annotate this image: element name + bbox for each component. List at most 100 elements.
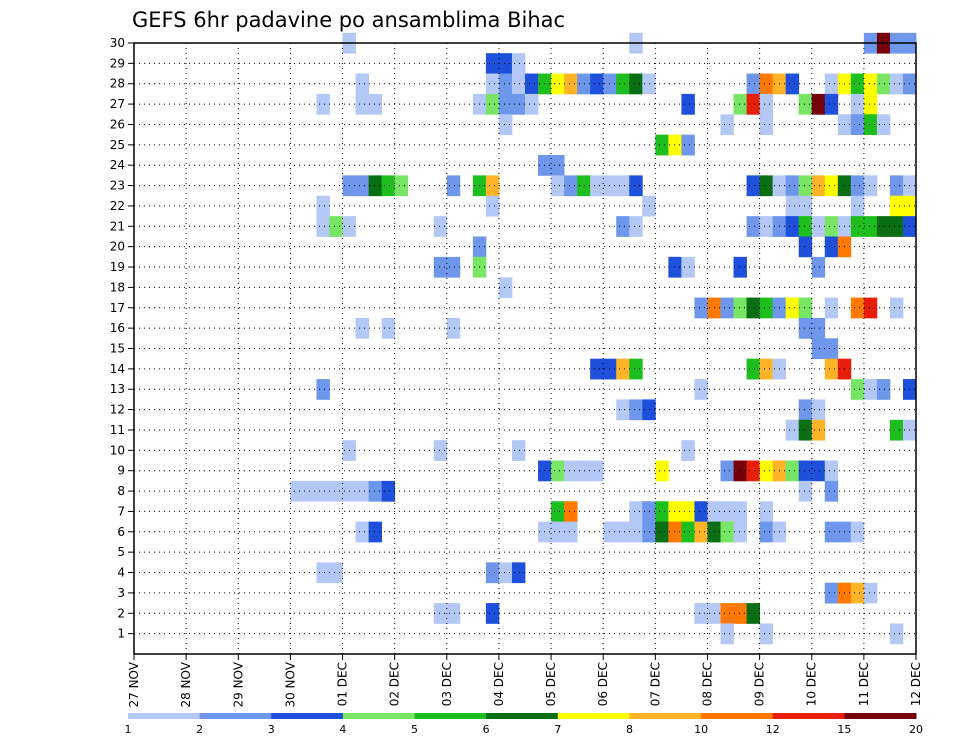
y-tick-label: 1 [117, 627, 125, 641]
precip-cell [616, 216, 630, 237]
precip-cell [759, 623, 774, 645]
precip-cell [511, 440, 526, 461]
precip-cell [590, 73, 604, 95]
x-tick-label: 04 DEC [492, 662, 506, 706]
colorbar-swatch [199, 713, 272, 719]
y-tick-label: 29 [110, 56, 125, 70]
precip-cell [863, 582, 878, 604]
precip-cell [785, 73, 800, 95]
colorbar-swatch [486, 713, 559, 719]
y-tick-label: 27 [110, 97, 125, 111]
precip-cell [720, 521, 734, 543]
precip-cell [446, 603, 461, 624]
precip-cell [733, 501, 747, 523]
precip-cell [681, 501, 695, 523]
precip-cell [433, 603, 448, 624]
precip-cell [811, 256, 826, 278]
precip-cell [446, 317, 461, 339]
precip-cell [668, 256, 682, 278]
precip-cell [850, 114, 865, 136]
precip-cell [811, 216, 826, 237]
precip-cell [824, 236, 839, 258]
x-tick-label: 09 DEC [753, 662, 767, 706]
precip-cell [759, 216, 774, 237]
precip-cell [850, 216, 865, 237]
colorbar-swatch [342, 713, 416, 719]
precip-cell [863, 216, 878, 237]
precip-cell [746, 216, 760, 237]
precip-cell [694, 521, 708, 543]
precip-cell [381, 317, 396, 339]
precip-cell [850, 379, 865, 400]
precip-cell [824, 175, 839, 197]
y-tick-label: 16 [110, 321, 125, 335]
precip-cell [564, 175, 578, 197]
precip-cell [498, 277, 513, 298]
precip-cell [681, 256, 695, 278]
precip-cell [694, 297, 708, 319]
precip-cell [863, 297, 878, 319]
precip-cell [316, 93, 330, 115]
precip-cell [355, 73, 369, 95]
precip-cell [824, 93, 839, 115]
precip-cell [668, 134, 682, 156]
precip-cell [590, 460, 604, 482]
precip-cell [368, 480, 383, 502]
precip-cell [629, 216, 643, 237]
precip-cell [759, 460, 774, 482]
precip-cell [785, 460, 800, 482]
precip-cell [368, 93, 383, 115]
precip-cell [564, 521, 578, 543]
precip-cell [551, 501, 565, 523]
precip-cell [850, 521, 865, 543]
precip-cell [785, 216, 800, 237]
precip-cell [498, 53, 513, 74]
y-tick-label: 4 [117, 566, 125, 580]
precip-cell [720, 623, 734, 645]
precip-cell [655, 501, 669, 523]
colorbar-label: 1 [125, 723, 132, 736]
precip-cell [876, 216, 891, 237]
precip-cell [746, 93, 760, 115]
y-tick-label: 7 [117, 504, 125, 518]
x-tick-label: 28 NOV [179, 661, 193, 707]
precip-cell [824, 297, 839, 319]
precip-cell [316, 216, 330, 237]
precip-cell [551, 73, 565, 95]
precip-cell [616, 175, 630, 197]
precip-cell [733, 93, 747, 115]
precip-cell [629, 501, 643, 523]
precip-cell [746, 603, 760, 624]
precip-cell [889, 175, 904, 197]
colorbar-label: 8 [626, 723, 633, 736]
precip-cell [629, 175, 643, 197]
precip-cell [798, 480, 813, 502]
precip-cell [668, 521, 682, 543]
precip-cell [863, 114, 878, 136]
colorbar-label: 20 [909, 723, 923, 736]
chart-title: GEFS 6hr padavine po ansamblima Bihac [132, 8, 565, 32]
precip-cell [394, 175, 409, 197]
precip-cell [368, 175, 383, 197]
precip-cell [446, 175, 461, 197]
precip-cell [733, 460, 747, 482]
precip-cell [355, 93, 369, 115]
x-tick-label: 03 DEC [440, 662, 454, 706]
precip-cell [694, 501, 708, 523]
colorbar-swatch [772, 713, 845, 719]
precip-cell [655, 134, 669, 156]
precip-cell [616, 399, 630, 421]
y-tick-label: 12 [110, 403, 125, 417]
y-tick-label: 30 [110, 36, 125, 50]
colorbar-label: 15 [837, 723, 851, 736]
precip-cell [889, 419, 904, 441]
colorbar-label: 5 [411, 723, 418, 736]
precip-cell [759, 521, 774, 543]
y-tick-label: 9 [117, 464, 125, 478]
y-tick-label: 21 [110, 219, 125, 233]
precip-cell [433, 440, 448, 461]
precip-cell [551, 175, 565, 197]
precip-cell [850, 297, 865, 319]
y-tick-label: 24 [110, 158, 125, 172]
colorbar-swatch [128, 713, 201, 719]
